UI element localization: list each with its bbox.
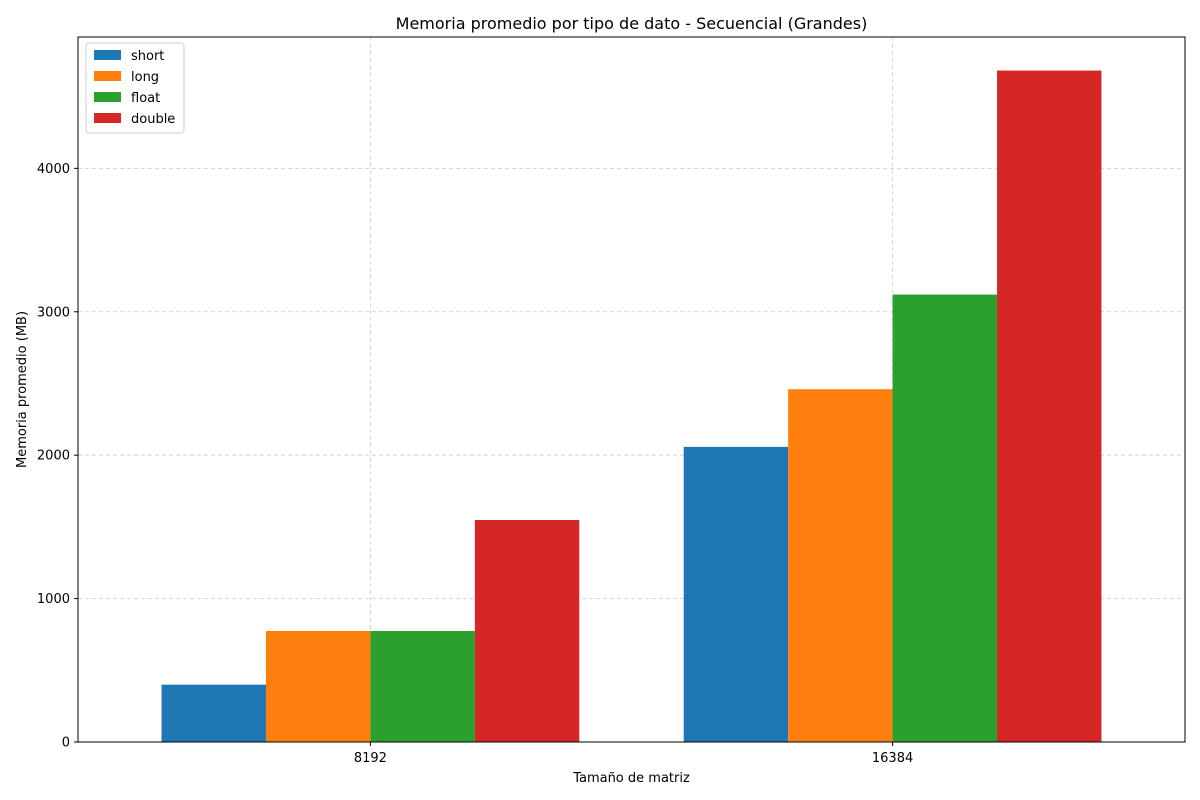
bar-double-16384 [997,70,1102,743]
bar-float-8192 [370,631,475,742]
x-axis-label: Tamaño de matriz [572,771,690,786]
bar-short-8192 [161,684,266,742]
legend-swatch-long [94,71,121,81]
y-tick-label: 3000 [37,305,70,320]
legend-label-short: short [131,49,164,64]
y-tick-label: 0 [62,736,70,751]
legend-label-float: float [131,91,160,106]
legend-box [85,42,185,134]
legend-label-double: double [131,112,175,127]
bar-double-8192 [474,520,580,742]
legend: short long float double [85,42,185,134]
y-tick-label: 4000 [37,162,70,177]
x-tick-label: 8192 [354,751,387,766]
plot-frame [77,36,1186,743]
x-axis-ticks: 8192 16384 [354,742,913,766]
y-tick-label: 1000 [37,592,70,607]
legend-label-long: long [131,70,159,85]
bar-short-16384 [683,446,789,742]
bar-float-16384 [892,294,998,742]
x-tick-label: 16384 [872,751,913,766]
bar-long-16384 [788,389,893,742]
y-tick-label: 2000 [37,449,70,464]
bars [161,70,1102,743]
legend-swatch-double [94,113,121,123]
bar-long-8192 [265,631,371,742]
legend-swatch-float [94,92,121,102]
legend-swatch-short [94,50,121,60]
y-axis-label: Memoria promedio (MB) [15,311,30,468]
y-axis-ticks: 0 1000 2000 3000 4000 [37,162,78,751]
chart-title: Memoria promedio por tipo de dato - Secu… [396,14,868,33]
